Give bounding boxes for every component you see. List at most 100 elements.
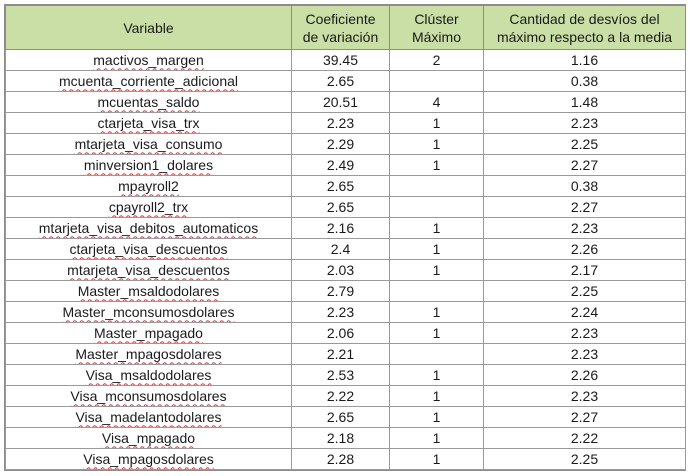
- cell-desvios: 2.23: [483, 322, 686, 344]
- cell-cluster: 1: [389, 406, 484, 428]
- variable-name-text: mtarjeta_visa_debitos_automaticos: [38, 219, 259, 236]
- cell-variable: cpayroll2_trx: [5, 196, 292, 218]
- table-row: Master_mpagosdolares 2.21 2.23: [5, 343, 686, 365]
- cell-desvios: 2.23: [483, 385, 686, 407]
- cell-cluster: [389, 280, 484, 302]
- cell-variable: Visa_msaldodolares: [5, 364, 292, 386]
- cell-coeficiente: 2.22: [291, 385, 390, 407]
- cell-desvios: 2.26: [483, 238, 686, 260]
- table-row: minversion1_dolares 2.49 1 2.27: [5, 154, 686, 176]
- cell-coeficiente: 2.21: [291, 343, 390, 365]
- cell-cluster: 1: [389, 112, 484, 134]
- variable-name-text: Visa_mpagado: [101, 429, 196, 446]
- cell-cluster: 1: [389, 259, 484, 281]
- cell-coeficiente: 2.18: [291, 427, 390, 449]
- cell-coeficiente: 2.79: [291, 280, 390, 302]
- variable-name-text: Visa_madelantodolares: [75, 408, 222, 425]
- cell-cluster: 1: [389, 154, 484, 176]
- table-row: Visa_mpagosdolares 2.28 1 2.25: [5, 448, 686, 470]
- cell-desvios: 2.27: [483, 196, 686, 218]
- variable-name-text: mtarjeta_visa_consumo: [74, 135, 223, 152]
- variable-name-text: minversion1_dolares: [83, 156, 214, 173]
- table-row: ctarjeta_visa_trx 2.23 1 2.23: [5, 112, 686, 134]
- table-row: mcuentas_saldo 20.51 4 1.48: [5, 91, 686, 113]
- cell-cluster: 4: [389, 91, 484, 113]
- cell-cluster: 2: [389, 49, 484, 71]
- header-row: Variable Coeficiente de variación Clúste…: [5, 5, 686, 50]
- cell-variable: Master_mpagado: [5, 322, 292, 344]
- data-table: Variable Coeficiente de variación Clúste…: [5, 5, 686, 470]
- variable-name-text: ctarjeta_visa_descuentos: [69, 240, 228, 257]
- cell-cluster: 1: [389, 217, 484, 239]
- cell-variable: Master_mpagosdolares: [5, 343, 292, 365]
- table-row: mtarjeta_visa_descuentos 2.03 1 2.17: [5, 259, 686, 281]
- header-coeficiente: Coeficiente de variación: [291, 5, 390, 50]
- cell-desvios: 2.23: [483, 343, 686, 365]
- cell-coeficiente: 2.53: [291, 364, 390, 386]
- cell-coeficiente: 2.23: [291, 112, 390, 134]
- cell-coeficiente: 2.23: [291, 301, 390, 323]
- cell-desvios: 2.24: [483, 301, 686, 323]
- header-variable: Variable: [5, 5, 292, 50]
- cell-desvios: 2.26: [483, 364, 686, 386]
- table-header: Variable Coeficiente de variación Clúste…: [5, 5, 686, 50]
- variable-name-text: mcuentas_saldo: [97, 93, 200, 110]
- cell-desvios: 2.22: [483, 427, 686, 449]
- table-row: cpayroll2_trx 2.65 2.27: [5, 196, 686, 218]
- cell-coeficiente: 2.29: [291, 133, 390, 155]
- cell-variable: Master_mconsumosdolares: [5, 301, 292, 323]
- cell-coeficiente: 2.65: [291, 406, 390, 428]
- cell-cluster: [389, 343, 484, 365]
- cell-coeficiente: 2.49: [291, 154, 390, 176]
- cell-variable: Master_msaldodolares: [5, 280, 292, 302]
- cell-variable: Visa_madelantodolares: [5, 406, 292, 428]
- cell-variable: Visa_mconsumosdolares: [5, 385, 292, 407]
- cell-cluster: 1: [389, 385, 484, 407]
- cell-desvios: 2.23: [483, 217, 686, 239]
- cell-coeficiente: 2.65: [291, 196, 390, 218]
- cell-desvios: 2.25: [483, 280, 686, 302]
- cell-variable: Visa_mpagosdolares: [5, 448, 292, 470]
- cell-variable: mcuenta_corriente_adicional: [5, 70, 292, 92]
- table-row: Visa_madelantodolares 2.65 1 2.27: [5, 406, 686, 428]
- cell-desvios: 2.25: [483, 448, 686, 470]
- table-row: mtarjeta_visa_debitos_automaticos 2.16 1 2.…: [5, 217, 686, 239]
- table-frame: Variable Coeficiente de variación Clúste…: [4, 4, 686, 471]
- cell-coeficiente: 2.65: [291, 175, 390, 197]
- cell-variable: mcuentas_saldo: [5, 91, 292, 113]
- cell-desvios: 2.25: [483, 133, 686, 155]
- cell-cluster: [389, 70, 484, 92]
- cell-cluster: 1: [389, 364, 484, 386]
- cell-coeficiente: 2.65: [291, 70, 390, 92]
- table-row: mcuenta_corriente_adicional 2.65 0.38: [5, 70, 686, 92]
- cell-cluster: [389, 175, 484, 197]
- cell-cluster: [389, 196, 484, 218]
- variable-name-text: mpayroll2: [118, 177, 179, 194]
- table-row: mtarjeta_visa_consumo 2.29 1 2.25: [5, 133, 686, 155]
- cell-desvios: 0.38: [483, 70, 686, 92]
- variable-name-text: Master_mconsumosdolares: [62, 303, 235, 320]
- cell-variable: ctarjeta_visa_descuentos: [5, 238, 292, 260]
- variable-name-text: Visa_mpagosdolares: [83, 450, 214, 467]
- cell-desvios: 2.27: [483, 406, 686, 428]
- cell-coeficiente: 20.51: [291, 91, 390, 113]
- cell-variable: mtarjeta_visa_consumo: [5, 133, 292, 155]
- table-row: ctarjeta_visa_descuentos 2.4 1 2.26: [5, 238, 686, 260]
- cell-coeficiente: 2.03: [291, 259, 390, 281]
- variable-name-text: cpayroll2_trx: [108, 198, 189, 215]
- cell-coeficiente: 2.16: [291, 217, 390, 239]
- cell-variable: ctarjeta_visa_trx: [5, 112, 292, 134]
- table-row: Visa_mpagado 2.18 1 2.22: [5, 427, 686, 449]
- cell-desvios: 1.16: [483, 49, 686, 71]
- table-body: mactivos_margen 39.45 2 1.16 mcuenta_corrien…: [5, 49, 686, 470]
- table-row: mpayroll2 2.65 0.38: [5, 175, 686, 197]
- table-row: Visa_mconsumosdolares 2.22 1 2.23: [5, 385, 686, 407]
- cell-desvios: 2.23: [483, 112, 686, 134]
- cell-variable: mtarjeta_visa_descuentos: [5, 259, 292, 281]
- cell-coeficiente: 2.28: [291, 448, 390, 470]
- cell-variable: minversion1_dolares: [5, 154, 292, 176]
- cell-desvios: 0.38: [483, 175, 686, 197]
- cell-desvios: 2.27: [483, 154, 686, 176]
- cell-cluster: 1: [389, 322, 484, 344]
- cell-cluster: 1: [389, 301, 484, 323]
